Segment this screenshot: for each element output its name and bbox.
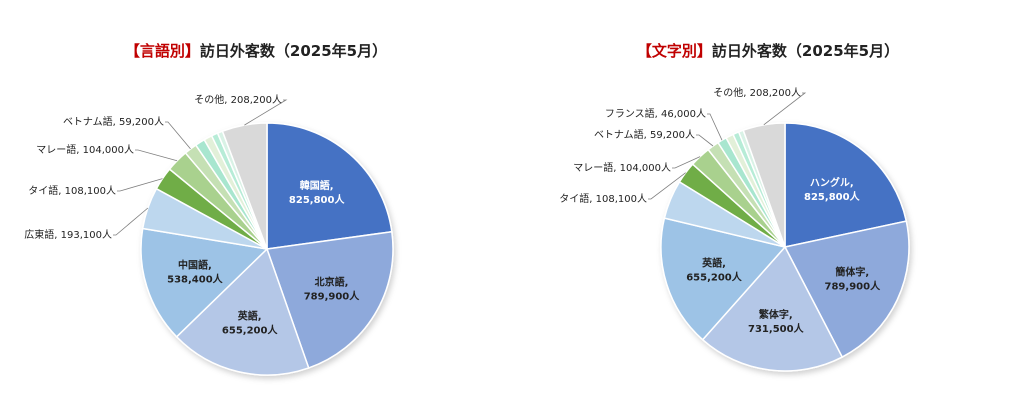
slice-label-name: 簡体字, xyxy=(835,266,869,279)
slice-label-outside: タイ語, 108,100人 xyxy=(559,192,647,205)
chart-language: 【言語別】訪日外客数（2025年5月） 韓国語, 825,800人北京語, 789,… xyxy=(0,40,512,376)
slice-label-value: 825,800人 xyxy=(804,190,861,203)
pie-slice xyxy=(742,122,786,248)
slice-label-value: 731,500人 xyxy=(748,322,805,335)
chart-title-script: 【文字別】訪日外客数（2025年5月） xyxy=(512,40,1024,61)
slice-label-outside: その他, 208,200人 xyxy=(713,86,801,99)
slice-label-outside: タイ語, 108,100人 xyxy=(28,184,116,197)
leader-line xyxy=(113,207,149,236)
leader-line xyxy=(707,113,723,141)
chart-title-text: 訪日外客数（2025年5月） xyxy=(711,42,900,60)
leader-line xyxy=(672,156,701,169)
leader-line xyxy=(117,178,163,192)
leader-line xyxy=(165,121,191,150)
slice-label-value: 789,900人 xyxy=(304,289,361,302)
pie-slice xyxy=(140,227,269,338)
slice-label-value: 655,200人 xyxy=(686,270,743,283)
slice-label-name: 韓国語, xyxy=(300,179,334,192)
leader-line xyxy=(648,172,686,200)
leader-line xyxy=(135,149,178,162)
slice-label-outside: マレー語, 104,000人 xyxy=(573,161,671,174)
pie-slice xyxy=(221,122,268,250)
chart-title-tag: 【言語別】 xyxy=(124,42,200,60)
pie-slices xyxy=(660,122,910,372)
slice-label-outside: その他, 208,200人 xyxy=(194,93,282,106)
pie-slice xyxy=(784,122,908,248)
pie-slice xyxy=(783,220,910,359)
slice-label-outside: ベトナム語, 59,200人 xyxy=(594,128,695,141)
chart-script: 【文字別】訪日外客数（2025年5月） ハングル, 825,800人簡体字, 789… xyxy=(512,0,1024,416)
slice-label-outside: フランス語, 46,000人 xyxy=(605,107,706,120)
leader-line xyxy=(763,92,807,126)
slice-label-value: 825,800人 xyxy=(289,193,346,206)
slice-label-value: 655,200人 xyxy=(222,324,279,337)
slice-label-name: 繁体字, xyxy=(758,308,793,321)
slice-label-outside: 広東語, 193,100人 xyxy=(24,228,112,241)
leader-line xyxy=(696,134,714,147)
pie-slices xyxy=(140,122,394,376)
slice-label-name: 中国語, xyxy=(178,259,212,272)
pie-slice xyxy=(266,122,393,250)
slice-label-name: 英語, xyxy=(237,310,262,323)
slice-label-value: 538,400人 xyxy=(167,273,224,286)
pie-slice xyxy=(701,245,844,372)
pie-slice xyxy=(175,247,310,376)
chart-title-tag: 【文字別】 xyxy=(636,42,712,60)
pie-slice xyxy=(660,217,787,341)
slice-label-value: 789,900人 xyxy=(825,280,882,293)
slice-label-outside: マレー語, 104,000人 xyxy=(36,143,134,156)
slice-label-name: 北京語, xyxy=(315,275,349,288)
slice-label-outside: ベトナム語, 59,200人 xyxy=(63,115,164,128)
pie-slice xyxy=(265,230,394,369)
chart-title-language: 【言語別】訪日外客数（2025年5月） xyxy=(0,40,512,61)
chart-title-text: 訪日外客数（2025年5月） xyxy=(199,42,388,60)
slice-label-name: 英語, xyxy=(701,256,726,269)
leader-line xyxy=(244,99,288,126)
slice-label-name: ハングル, xyxy=(810,176,854,189)
